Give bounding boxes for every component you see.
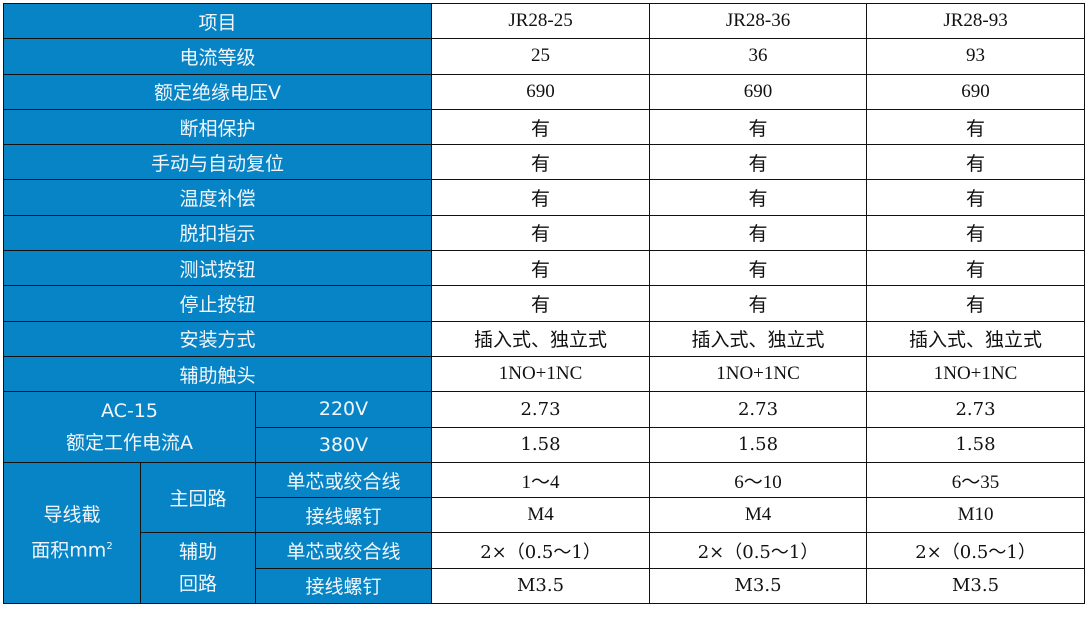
header-row: 项目 JR28-25 JR28-36 JR28-93 xyxy=(2,2,1086,40)
table-cell: 插入式、独立式 xyxy=(431,320,651,357)
table-cell: M3.5 xyxy=(649,567,868,605)
table-cell: M3.5 xyxy=(866,567,1086,605)
table-cell: 2×（0.5～1） xyxy=(866,532,1086,569)
table-cell: 1.58 xyxy=(866,426,1086,463)
row-label: 脱扣指示 xyxy=(2,214,433,252)
table-row: 接线螺钉 M4 M4 M10 xyxy=(4,497,1086,534)
table-cell: 插入式、独立式 xyxy=(649,320,868,357)
table-cell: 1～4 xyxy=(431,461,651,499)
table-row: 辅助触头 1NO+1NC 1NO+1NC 1NO+1NC xyxy=(2,355,1086,393)
aux-line1: 辅助 xyxy=(178,541,217,564)
table-cell: 有 xyxy=(866,250,1086,287)
wire-section-label: 导线截面积mm2 xyxy=(3,461,141,605)
voltage-label: 220V xyxy=(254,391,433,428)
row-label: 额定绝缘电压V xyxy=(2,73,433,110)
aux-circuit-label: 辅助 回路 xyxy=(140,532,256,605)
table-row: 停止按钮有有有 xyxy=(2,285,1086,322)
row-label: 温度补偿 xyxy=(2,179,433,216)
voltage-label: 380V xyxy=(254,426,433,463)
table-cell: 690 xyxy=(431,73,651,110)
table-row: 温度补偿有有有 xyxy=(2,179,1086,216)
table-cell: 有 xyxy=(431,144,651,181)
model-header: JR28-93 xyxy=(866,2,1086,40)
table-cell: 1NO+1NC xyxy=(866,355,1086,393)
wire-sup: 2 xyxy=(106,541,113,553)
table-cell: M10 xyxy=(866,497,1086,534)
table-row: 额定绝缘电压V 690 690 690 xyxy=(2,73,1086,110)
table-cell: 690 xyxy=(649,73,868,110)
table-row: 脱扣指示有有有 xyxy=(2,214,1086,252)
wire-type-label: 单芯或绞合线 xyxy=(254,461,433,499)
table-row: 导线截 面积mm2 主回路 单芯或绞合线 1～4 6～10 6～35 xyxy=(3,461,1086,605)
row-label: 电流等级 xyxy=(2,38,433,75)
table-cell: 25 xyxy=(431,38,651,75)
main-circuit-label: 主回路 xyxy=(140,461,256,534)
table-cell: 6～10 xyxy=(649,461,868,499)
table-cell: 有 xyxy=(866,179,1086,216)
table-cell: 有 xyxy=(431,250,651,287)
ac15-line2: 额定工作电流A xyxy=(66,432,193,455)
table-cell: 有 xyxy=(866,285,1086,322)
table-cell: 有 xyxy=(649,214,868,252)
row-label: 断相保护 xyxy=(2,108,433,146)
table-cell: 有 xyxy=(649,144,868,181)
table-cell: 2.73 xyxy=(866,391,1086,428)
table-row: 断相保护有有有 xyxy=(2,108,1086,146)
ac15-line1: AC-15 xyxy=(101,400,158,423)
table-cell: 有 xyxy=(431,285,651,322)
table-cell: 2.73 xyxy=(431,391,651,428)
table-cell: 36 xyxy=(649,38,868,75)
model-header: JR28-25 xyxy=(431,2,651,40)
table-row: AC-15 额定工作电流A 220V 2.73 2.73 2.73 xyxy=(3,391,1086,463)
row-label: 停止按钮 xyxy=(2,285,433,322)
wire-line2: 面积mm xyxy=(31,539,107,562)
table-cell: 1.58 xyxy=(431,426,651,463)
table-cell: 2.73 xyxy=(649,391,868,428)
table-row: 测试按钮有有有 xyxy=(2,250,1086,287)
table-cell: 6～35 xyxy=(866,461,1086,499)
wire-type-label: 接线螺钉 xyxy=(254,497,433,534)
table-cell: 1NO+1NC xyxy=(649,355,868,393)
table-row: 安装方式 插入式、独立式 插入式、独立式 插入式、独立式 xyxy=(2,320,1086,357)
spec-table: 项目 JR28-25 JR28-36 JR28-93 电流等级 25 36 93 额定绝缘电压V… xyxy=(2,2,1086,605)
table-cell: 有 xyxy=(431,179,651,216)
table-cell: M4 xyxy=(431,497,651,534)
table-cell: 插入式、独立式 xyxy=(866,320,1086,357)
table-row: 手动与自动复位有有有 xyxy=(2,144,1086,181)
wire-type-label: 单芯或绞合线 xyxy=(254,532,433,569)
table-cell: 1.58 xyxy=(649,426,868,463)
table-cell: M4 xyxy=(649,497,868,534)
table-cell: 有 xyxy=(866,108,1086,146)
table-cell: 有 xyxy=(649,108,868,146)
table-cell: 2×（0.5～1） xyxy=(431,532,651,569)
row-label: 手动与自动复位 xyxy=(2,144,433,181)
table-cell: M3.5 xyxy=(431,567,651,605)
table-cell: 1NO+1NC xyxy=(431,355,651,393)
table-cell: 有 xyxy=(866,144,1086,181)
table-cell: 有 xyxy=(431,108,651,146)
table-row: 接线螺钉 M3.5 M3.5 M3.5 xyxy=(4,567,1086,605)
row-label: 安装方式 xyxy=(2,320,433,357)
table-cell: 690 xyxy=(866,73,1086,110)
table-cell: 有 xyxy=(866,214,1086,252)
table-row: 辅助 回路 单芯或绞合线 2×（0.5～1） 2×（0.5～1） 2×（0.5～1） xyxy=(4,532,1086,605)
wire-line1: 导线截 xyxy=(43,504,101,527)
model-header: JR28-36 xyxy=(649,2,868,40)
header-label: 项目 xyxy=(2,2,433,40)
table-cell: 有 xyxy=(431,214,651,252)
table-cell: 有 xyxy=(649,250,868,287)
wire-type-label: 接线螺钉 xyxy=(254,567,433,605)
row-label: 测试按钮 xyxy=(2,250,433,287)
table-cell: 93 xyxy=(866,38,1086,75)
table-row: 380V 1.58 1.58 1.58 xyxy=(4,426,1086,463)
table-row: 电流等级 25 36 93 xyxy=(2,38,1086,75)
row-label: 辅助触头 xyxy=(2,355,433,393)
table-cell: 有 xyxy=(649,285,868,322)
table-cell: 2×（0.5～1） xyxy=(649,532,868,569)
ac15-label: AC-15 额定工作电流A xyxy=(3,391,256,463)
aux-line2: 回路 xyxy=(178,573,217,596)
table-cell: 有 xyxy=(649,179,868,216)
